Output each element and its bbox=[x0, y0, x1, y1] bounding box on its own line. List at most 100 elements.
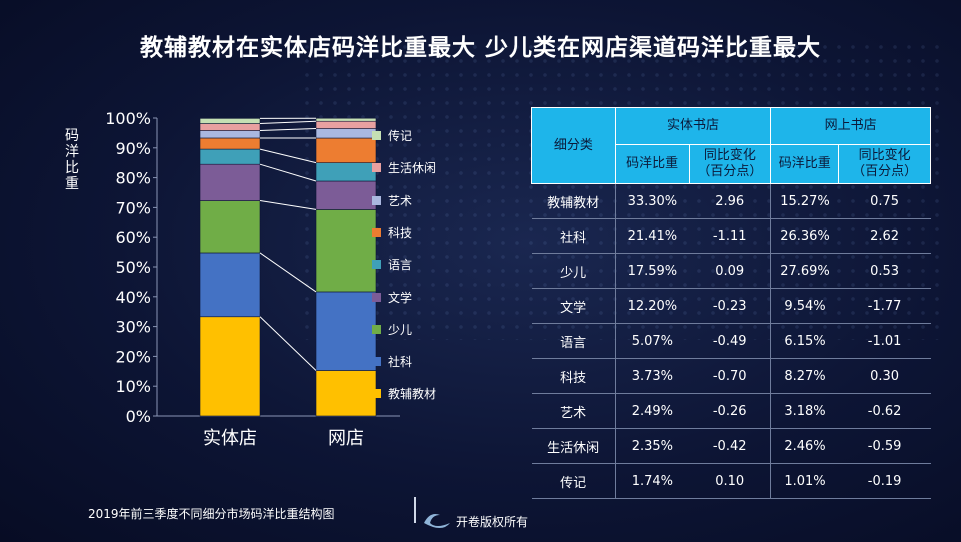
legend-label: 生活休闲 bbox=[388, 161, 437, 176]
table-row: 语言 5.07% -0.49 6.15% -1.01 bbox=[531, 323, 931, 359]
table-cell: 3.73% bbox=[615, 358, 690, 394]
legend-swatch bbox=[372, 389, 381, 399]
table-row-header: 少儿 bbox=[531, 253, 616, 289]
bar-segment-少儿 bbox=[315, 209, 377, 293]
y-tick-label: 0% bbox=[126, 407, 151, 426]
table-cell: 0.75 bbox=[838, 183, 931, 219]
table-row-header: 语言 bbox=[531, 323, 616, 359]
connector-line bbox=[259, 128, 317, 132]
y-tick-label: 80% bbox=[115, 169, 151, 188]
legend-swatch bbox=[372, 357, 381, 367]
y-tick-label: 100% bbox=[105, 109, 151, 128]
table-cell: -0.59 bbox=[838, 428, 931, 464]
table-cell: 21.41% bbox=[615, 218, 690, 254]
table-cell: 2.35% bbox=[615, 428, 690, 464]
table-cell: -0.70 bbox=[689, 358, 772, 394]
table-row-header: 生活休闲 bbox=[531, 428, 616, 464]
table-sub-header: 同比变化 （百分点） bbox=[688, 144, 772, 184]
table-row-header: 教辅教材 bbox=[531, 183, 616, 219]
legend-label: 社科 bbox=[388, 355, 413, 370]
table-cell: 2.49% bbox=[615, 393, 690, 429]
connector-line bbox=[259, 163, 317, 182]
y-tick-label: 20% bbox=[115, 347, 151, 366]
table-sub-header: 同比变化 （百分点） bbox=[838, 144, 931, 184]
table-cell: -0.49 bbox=[689, 323, 772, 359]
footer-divider bbox=[414, 497, 416, 523]
table-row: 生活休闲 2.35% -0.42 2.46% -0.59 bbox=[531, 428, 931, 464]
bar-segment-艺术 bbox=[199, 130, 261, 139]
table-row: 社科 21.41% -1.11 26.36% 2.62 bbox=[531, 218, 931, 254]
legend-label: 文学 bbox=[388, 290, 413, 305]
table-row-header: 科技 bbox=[531, 358, 616, 394]
copyright-text: 开卷版权所有 bbox=[456, 515, 529, 529]
legend-label: 语言 bbox=[388, 258, 413, 273]
legend-swatch bbox=[372, 292, 381, 302]
table-cell: 33.30% bbox=[615, 183, 690, 219]
y-tick-label: 70% bbox=[115, 198, 151, 217]
bar-segment-生活休闲 bbox=[199, 123, 261, 131]
bar-segment-传记 bbox=[199, 118, 261, 124]
table-sub-header: 码洋比重 bbox=[770, 144, 840, 184]
bar-segment-艺术 bbox=[315, 128, 377, 139]
table-cell: -1.01 bbox=[838, 323, 931, 359]
bar-segment-少儿 bbox=[199, 200, 261, 254]
table-row: 科技 3.73% -0.70 8.27% 0.30 bbox=[531, 358, 931, 394]
table-cell: -0.42 bbox=[689, 428, 772, 464]
y-tick-label: 50% bbox=[115, 258, 151, 277]
y-axis-label-char: 重 bbox=[65, 176, 79, 192]
bar-segment-文学 bbox=[199, 163, 261, 201]
bar-segment-科技 bbox=[315, 137, 377, 163]
bar-segment-教辅教材 bbox=[199, 316, 261, 417]
chart-caption: 2019年前三季度不同细分市场码洋比重结构图 bbox=[88, 507, 335, 521]
legend-swatch bbox=[372, 195, 381, 205]
table-row: 文学 12.20% -0.23 9.54% -1.77 bbox=[531, 288, 931, 324]
table-row: 教辅教材 33.30% 2.96 15.27% 0.75 bbox=[531, 183, 931, 219]
y-axis-label-char: 洋 bbox=[65, 144, 79, 160]
connector-line bbox=[259, 252, 317, 293]
table-cell: 26.36% bbox=[770, 218, 839, 254]
y-tick-label: 30% bbox=[115, 318, 151, 337]
legend-swatch bbox=[372, 163, 381, 173]
connector-line bbox=[259, 120, 317, 125]
table-group-header: 网上书店 bbox=[770, 107, 931, 145]
table-cell: 0.30 bbox=[838, 358, 931, 394]
table-cell: 0.53 bbox=[838, 253, 931, 289]
x-tick-label: 实体店 bbox=[203, 428, 257, 449]
table-row: 艺术 2.49% -0.26 3.18% -0.62 bbox=[531, 393, 931, 429]
table-cell: -1.77 bbox=[838, 288, 931, 324]
wave-logo-icon bbox=[424, 514, 450, 528]
legend-swatch bbox=[372, 131, 381, 140]
table-row-header: 社科 bbox=[531, 218, 616, 254]
table-cell: 1.74% bbox=[615, 463, 690, 499]
table-cell: 2.46% bbox=[770, 428, 839, 464]
table-cell: 0.10 bbox=[689, 463, 772, 499]
table-row: 传记 1.74% 0.10 1.01% -0.19 bbox=[531, 463, 931, 499]
bar-segment-教辅教材 bbox=[315, 370, 377, 417]
legend-swatch bbox=[372, 227, 381, 237]
y-tick-label: 40% bbox=[115, 288, 151, 307]
data-table: 细分类 实体书店 网上书店 码洋比重 同比变化 （百分点） 码洋比重 同比变化 （百分点） 教辅… bbox=[531, 107, 931, 499]
table-cell: 2.96 bbox=[689, 183, 772, 219]
table-row-header: 传记 bbox=[531, 463, 616, 499]
bar-segment-生活休闲 bbox=[315, 120, 377, 129]
table-row: 少儿 17.59% 0.09 27.69% 0.53 bbox=[531, 253, 931, 289]
table-cell: 12.20% bbox=[615, 288, 690, 324]
bar-segment-文学 bbox=[315, 180, 377, 210]
table-cell: 3.18% bbox=[770, 393, 839, 429]
legend-swatch bbox=[372, 260, 381, 270]
table-cell: 1.01% bbox=[770, 463, 839, 499]
y-tick-label: 60% bbox=[115, 228, 151, 247]
legend-label: 少儿 bbox=[388, 322, 413, 337]
bar-segment-语言 bbox=[315, 162, 377, 182]
table-cell: -0.19 bbox=[838, 463, 931, 499]
bar-segment-科技 bbox=[199, 137, 261, 150]
y-tick-label: 90% bbox=[115, 139, 151, 158]
y-axis-label-char: 码 bbox=[65, 128, 79, 144]
y-tick-label: 10% bbox=[115, 377, 151, 396]
y-axis-label-char: 比 bbox=[65, 160, 79, 176]
table-group-header: 实体书店 bbox=[614, 107, 772, 145]
table-cell: -0.26 bbox=[689, 393, 772, 429]
legend-swatch bbox=[372, 324, 381, 334]
table-cell: -0.62 bbox=[838, 393, 931, 429]
table-cell: 27.69% bbox=[770, 253, 839, 289]
